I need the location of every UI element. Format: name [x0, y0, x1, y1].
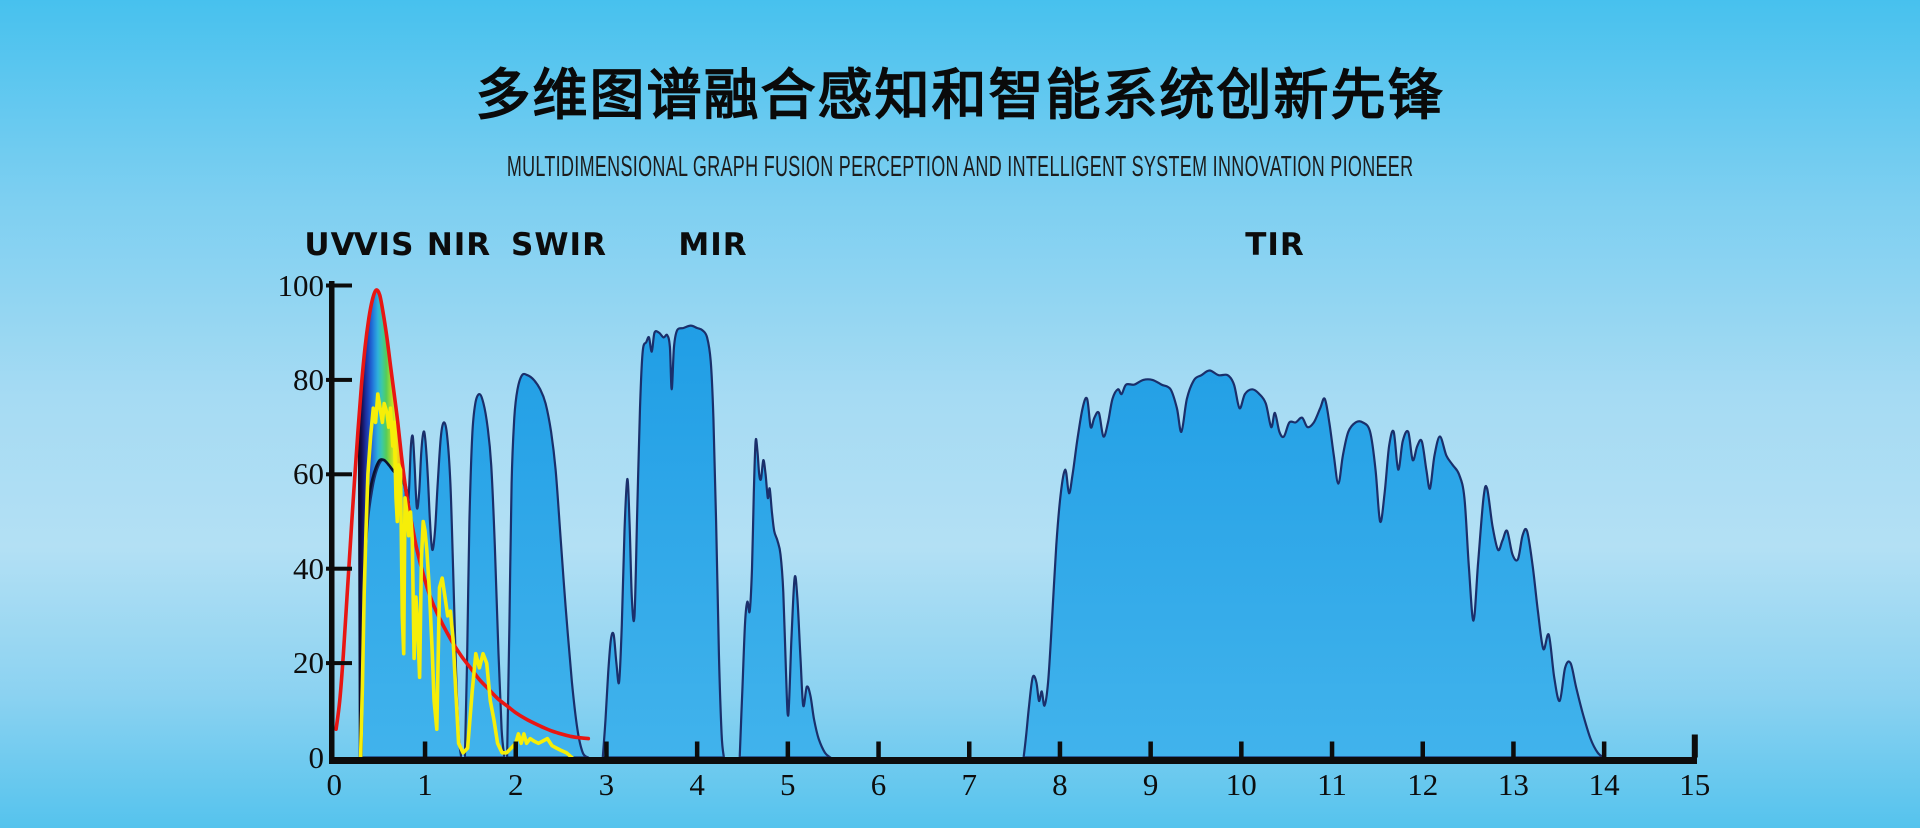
y-tick-label-40: 40	[293, 550, 324, 586]
x-tick-label-8: 8	[1052, 767, 1068, 802]
x-tick-label-13: 13	[1497, 767, 1529, 802]
y-tick-label-100: 100	[277, 267, 325, 303]
mir-window-1	[601, 324, 725, 759]
x-tick-3	[604, 741, 609, 758]
y-tick-40	[326, 566, 352, 571]
y-tick-100	[326, 283, 352, 288]
x-tick-label-3: 3	[598, 767, 615, 802]
x-tick-11	[1329, 741, 1335, 758]
x-tick-5	[785, 741, 791, 758]
x-axis-line	[329, 757, 1697, 764]
y-tick-20	[326, 661, 352, 666]
band-label-nir: NIR	[426, 227, 492, 263]
x-tick-13	[1511, 741, 1516, 758]
page-subtitle-wrap: MULTIDIMENSIONAL GRAPH FUSION PERCEPTION…	[0, 151, 1920, 184]
page-subtitle: MULTIDIMENSIONAL GRAPH FUSION PERCEPTION…	[506, 151, 1414, 183]
axes	[326, 281, 1698, 764]
x-tick-12	[1420, 741, 1425, 758]
y-tick-80	[326, 377, 352, 382]
x-tick-8	[1057, 741, 1063, 758]
y-axis-line	[329, 281, 335, 764]
x-tick-10	[1239, 741, 1244, 758]
x-tick-label-15: 15	[1679, 767, 1711, 802]
x-tick-label-4: 4	[689, 767, 705, 802]
x-tick-label-1: 1	[417, 767, 433, 802]
x-tick-label-0: 0	[326, 767, 343, 802]
swir-window-2	[506, 372, 590, 759]
band-label-vis: VIS	[353, 227, 415, 263]
band-label-swir: SWIR	[511, 227, 607, 263]
band-label-mir: MIR	[678, 227, 748, 263]
x-tick-15	[1691, 734, 1698, 758]
x-tick-label-10: 10	[1225, 767, 1257, 802]
x-tick-label-2: 2	[507, 767, 524, 802]
x-tick-14	[1601, 741, 1607, 758]
x-tick-1	[422, 741, 428, 758]
x-tick-2	[513, 741, 518, 758]
y-tick-label-0: 0	[308, 739, 325, 775]
x-tick-label-9: 9	[1142, 767, 1159, 802]
y-tick-label-20: 20	[293, 645, 324, 681]
x-tick-label-11: 11	[1317, 767, 1347, 802]
blackbody-red-curve	[334, 288, 591, 741]
x-tick-4	[694, 741, 700, 758]
solar-at-ground-yellow-curve	[358, 392, 574, 760]
tir-window	[1022, 369, 1606, 759]
band-label-tir: TIR	[1245, 227, 1305, 263]
x-tick-label-12: 12	[1407, 767, 1439, 802]
y-tick-label-80: 80	[293, 361, 324, 397]
x-tick-9	[1148, 741, 1153, 758]
page-title: 多维图谱融合感知和智能系统创新先锋	[475, 64, 1445, 126]
x-tick-label-14: 14	[1588, 767, 1620, 802]
x-tick-7	[967, 741, 972, 758]
x-tick-label-7: 7	[961, 767, 977, 802]
band-label-uv: UV	[304, 227, 356, 263]
mir-window-2	[738, 437, 832, 759]
y-tick-label-60: 60	[293, 456, 324, 492]
x-tick-6	[876, 741, 881, 758]
solar-spectrum-rainbow-wedge	[357, 289, 410, 764]
x-tick-label-6: 6	[870, 767, 887, 802]
y-tick-60	[326, 472, 352, 477]
x-tick-label-5: 5	[780, 767, 796, 802]
